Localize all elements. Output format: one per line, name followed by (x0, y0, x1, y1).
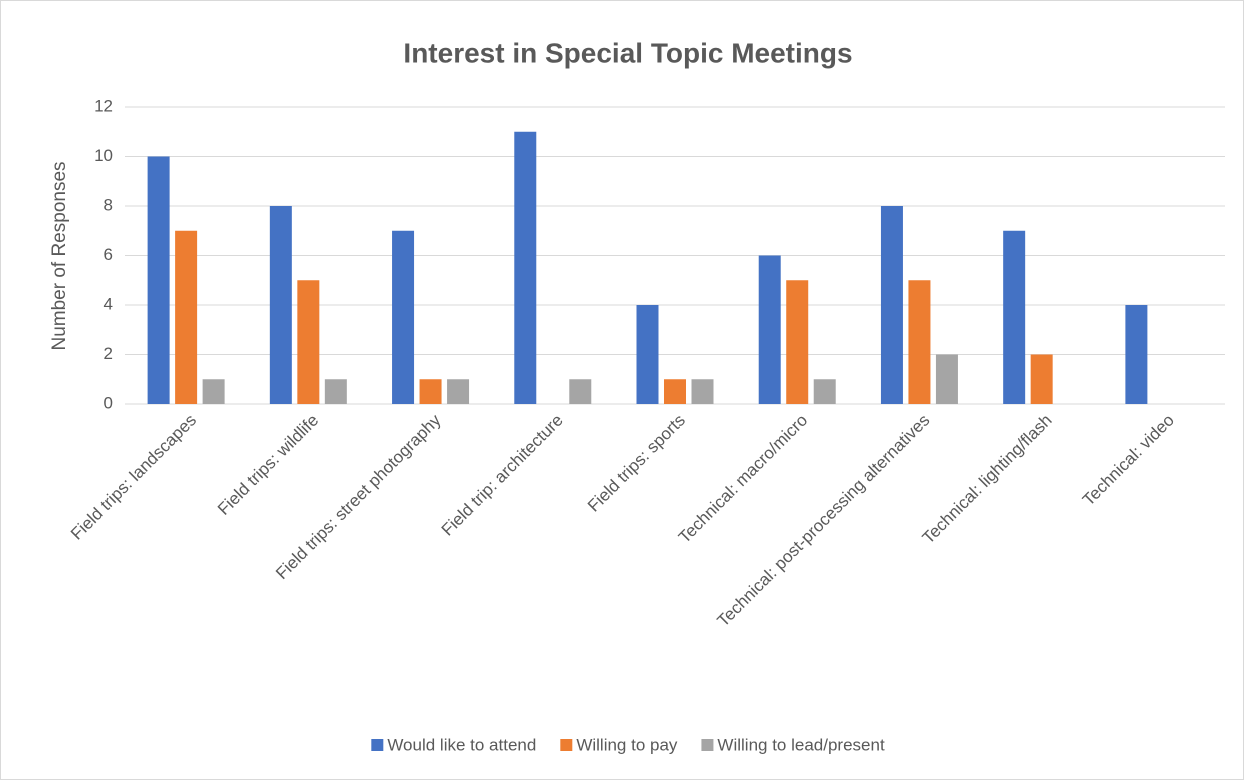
legend-label: Would like to attend (387, 735, 536, 754)
bar (786, 280, 809, 404)
legend-label: Willing to pay (576, 735, 678, 754)
bar (324, 379, 347, 404)
legend-swatch (371, 739, 384, 751)
bar (691, 379, 714, 404)
bar (147, 156, 170, 404)
bar (514, 131, 537, 404)
bar (908, 280, 931, 404)
y-tick-label: 0 (104, 393, 113, 412)
y-tick-label: 6 (104, 245, 113, 264)
y-axis-label: Number of Responses (49, 161, 70, 350)
bar (269, 206, 292, 404)
bar (297, 280, 320, 404)
bar (880, 206, 903, 404)
legend-swatch (701, 739, 714, 751)
bar (447, 379, 470, 404)
bar (392, 230, 415, 404)
y-tick-label: 4 (104, 294, 113, 313)
y-tick-label: 8 (104, 195, 113, 214)
bar (1003, 230, 1026, 404)
bar (758, 255, 781, 404)
bar (813, 379, 836, 404)
bar (636, 305, 659, 404)
legend-swatch (560, 739, 573, 751)
bar (1125, 305, 1148, 404)
bar (419, 379, 442, 404)
bar (664, 379, 686, 404)
bar (935, 354, 958, 404)
y-tick-label: 2 (104, 344, 113, 363)
legend-label: Willing to lead/present (717, 735, 885, 754)
y-tick-label: 12 (94, 96, 113, 115)
y-tick-label: 10 (94, 146, 113, 165)
bar (175, 230, 198, 404)
bar (569, 379, 592, 404)
chart-title: Interest in Special Topic Meetings (403, 37, 852, 68)
bar (202, 379, 225, 404)
bar (1030, 354, 1053, 404)
